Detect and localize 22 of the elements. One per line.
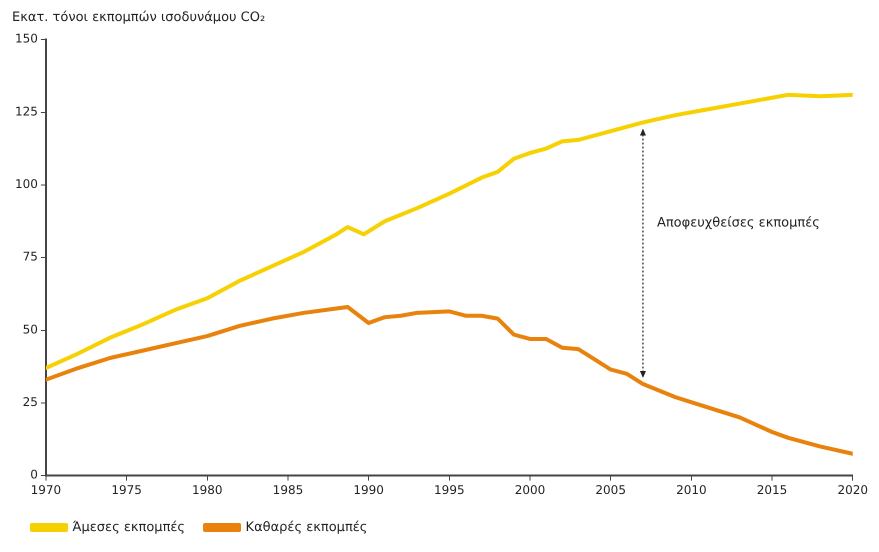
legend-label: Καθαρές εκπομπές bbox=[246, 520, 368, 535]
x-tick-label: 2015 bbox=[756, 482, 788, 497]
x-tick-label: 1995 bbox=[434, 482, 465, 497]
y-axis-title: Εκατ. τόνοι εκπομπών ισοδυνάμου CO₂ bbox=[12, 10, 266, 26]
y-tick-label: 25 bbox=[22, 395, 38, 410]
x-tick-label: 1980 bbox=[192, 482, 223, 497]
annotation: Αποφευχθείσες εκπομπές bbox=[656, 216, 820, 231]
x-tick-label: 2020 bbox=[837, 482, 868, 497]
x-tick-label: 2005 bbox=[595, 482, 626, 497]
y-tick-label: 150 bbox=[15, 32, 38, 46]
y-tick-label: 0 bbox=[30, 468, 38, 482]
x-tick-label: 1985 bbox=[272, 482, 304, 497]
x-tick-label: 2010 bbox=[676, 482, 707, 497]
y-tick-label: 125 bbox=[15, 104, 38, 118]
y-tick-label: 75 bbox=[22, 250, 38, 264]
y-tick-label: 50 bbox=[22, 322, 38, 336]
x-tick-label: 1975 bbox=[111, 482, 142, 497]
x-tick-label: 1990 bbox=[353, 482, 384, 497]
y-tick-label: 100 bbox=[15, 177, 38, 192]
x-tick-label: 1970 bbox=[30, 482, 62, 497]
legend-label: Άμεσες εκπομπές bbox=[72, 520, 186, 535]
x-tick-label: 2000 bbox=[514, 482, 546, 497]
